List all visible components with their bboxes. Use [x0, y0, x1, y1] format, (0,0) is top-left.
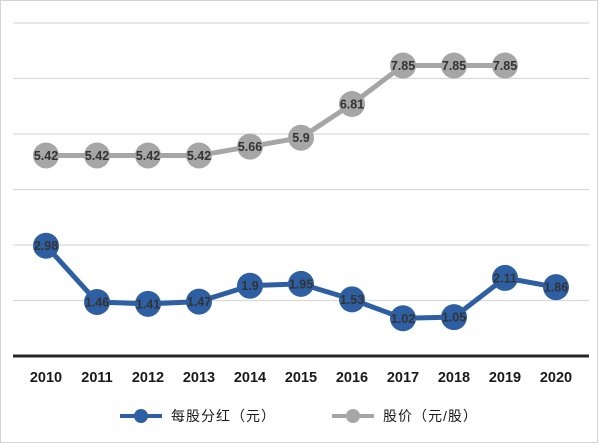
data-point-label: 5.42 — [136, 149, 160, 163]
data-point-label: 5.42 — [187, 149, 211, 163]
data-point-label: 1.46 — [85, 295, 109, 309]
data-point-marker — [288, 124, 314, 151]
data-point-label: 1.86 — [544, 281, 568, 295]
data-point-marker — [237, 133, 263, 160]
data-point-label: 1.47 — [187, 295, 211, 309]
series-line-1 — [43, 63, 508, 158]
x-axis-tick-label: 2013 — [183, 370, 215, 386]
data-point-marker — [492, 264, 518, 291]
data-point-marker — [441, 52, 467, 79]
data-point-label: 5.66 — [238, 140, 262, 154]
data-point-marker — [186, 142, 212, 169]
x-axis-tick-label: 2015 — [285, 370, 317, 386]
data-point-label: 7.85 — [442, 59, 466, 73]
data-point-marker — [84, 288, 110, 315]
data-point-marker — [339, 91, 365, 118]
legend-item-price: 股价（元/股） — [332, 406, 478, 426]
data-point-marker — [135, 290, 161, 317]
legend-item-dividend: 每股分红（元） — [120, 406, 276, 426]
data-point-label: 1.9 — [241, 279, 258, 293]
data-point-label: 1.05 — [442, 311, 466, 325]
data-point-marker — [441, 304, 467, 331]
data-point-label: 1.02 — [391, 312, 415, 326]
data-point-marker — [492, 52, 518, 79]
data-point-marker — [237, 272, 263, 299]
data-point-label: 5.9 — [292, 131, 309, 145]
line-chart: 2.98 1.46 1.41 1.47 1.9 1.95 1.53 1.02 1.05 2.11 1… — [13, 22, 589, 386]
x-axis-tick-label: 2014 — [234, 370, 266, 386]
x-axis-tick-label: 2016 — [336, 370, 368, 386]
legend-marker-dividend-icon — [120, 408, 163, 424]
legend-marker-price-icon — [332, 408, 375, 424]
x-axis-tick-label: 2018 — [438, 370, 470, 386]
data-point-marker — [186, 288, 212, 315]
data-point-label: 7.85 — [391, 59, 415, 73]
x-axis-tick-label: 2010 — [30, 370, 62, 386]
x-axis-tick-label: 2012 — [132, 370, 164, 386]
data-point-label: 6.81 — [340, 98, 364, 112]
data-point-marker — [33, 232, 59, 259]
data-point-label: 5.42 — [85, 149, 109, 163]
data-point-marker — [33, 142, 59, 169]
data-point-marker — [390, 305, 416, 332]
data-point-label: 1.41 — [136, 297, 160, 311]
data-point-label: 2.98 — [34, 239, 58, 253]
x-axis-tick-label: 2017 — [387, 370, 419, 386]
data-point-marker — [390, 52, 416, 79]
chart-legend: 每股分红（元） 股价（元/股） — [1, 393, 597, 439]
data-point-marker — [288, 270, 314, 297]
data-point-marker — [84, 142, 110, 169]
data-point-label: 1.53 — [340, 293, 364, 307]
data-point-label: 2.11 — [493, 271, 517, 285]
data-point-marker — [135, 142, 161, 169]
x-axis-tick-label: 2020 — [540, 370, 572, 386]
data-point-marker — [339, 286, 365, 313]
x-axis-tick-label: 2011 — [81, 370, 112, 386]
data-point-label: 1.95 — [289, 277, 313, 291]
data-point-label: 7.85 — [493, 59, 517, 73]
x-axis-tick-label: 2019 — [489, 370, 521, 386]
data-point-marker — [543, 274, 569, 301]
data-point-label: 5.42 — [34, 149, 58, 163]
legend-label-price: 股价（元/股） — [383, 408, 478, 424]
legend-label-dividend: 每股分红（元） — [171, 408, 277, 424]
